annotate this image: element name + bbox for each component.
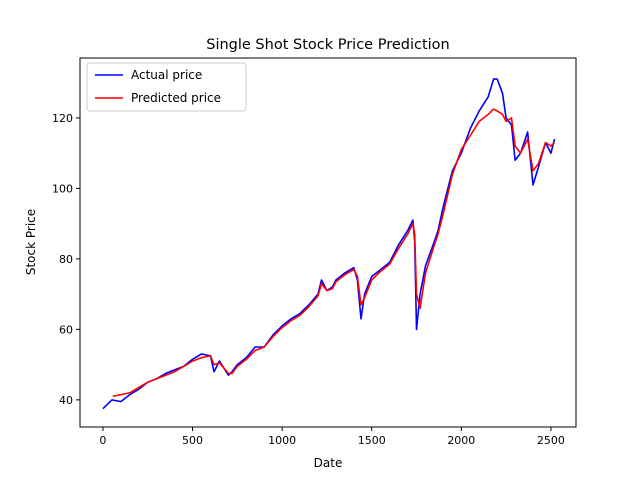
legend-label-predicted: Predicted price (131, 91, 221, 105)
x-axis-label: Date (314, 456, 343, 470)
y-tick-label: 120 (52, 112, 73, 125)
y-tick-label: 80 (59, 253, 73, 266)
x-axis: 0 500 1000 1500 2000 2500 (99, 427, 565, 447)
y-axis-label: Stock Price (24, 209, 38, 275)
y-tick-label: 60 (59, 323, 73, 336)
plot-area (102, 78, 556, 410)
y-tick-label: 40 (59, 394, 73, 407)
x-tick-label: 1000 (268, 434, 296, 447)
axes-frame (79, 57, 577, 428)
series-line-predicted (112, 108, 556, 398)
x-tick-label: 1500 (358, 434, 386, 447)
y-tick-label: 100 (52, 182, 73, 195)
legend-box (86, 62, 247, 112)
x-tick-label: 0 (99, 434, 106, 447)
chart-title: Single Shot Stock Price Prediction (206, 37, 450, 53)
legend-label-actual: Actual price (131, 68, 202, 82)
x-tick-label: 500 (182, 434, 203, 447)
x-tick-label: 2000 (447, 434, 475, 447)
legend: Actual price Predicted price (86, 62, 247, 112)
y-axis: 40 60 80 100 120 (52, 112, 80, 407)
x-tick-label: 2500 (537, 434, 565, 447)
series-line-actual (102, 78, 556, 410)
